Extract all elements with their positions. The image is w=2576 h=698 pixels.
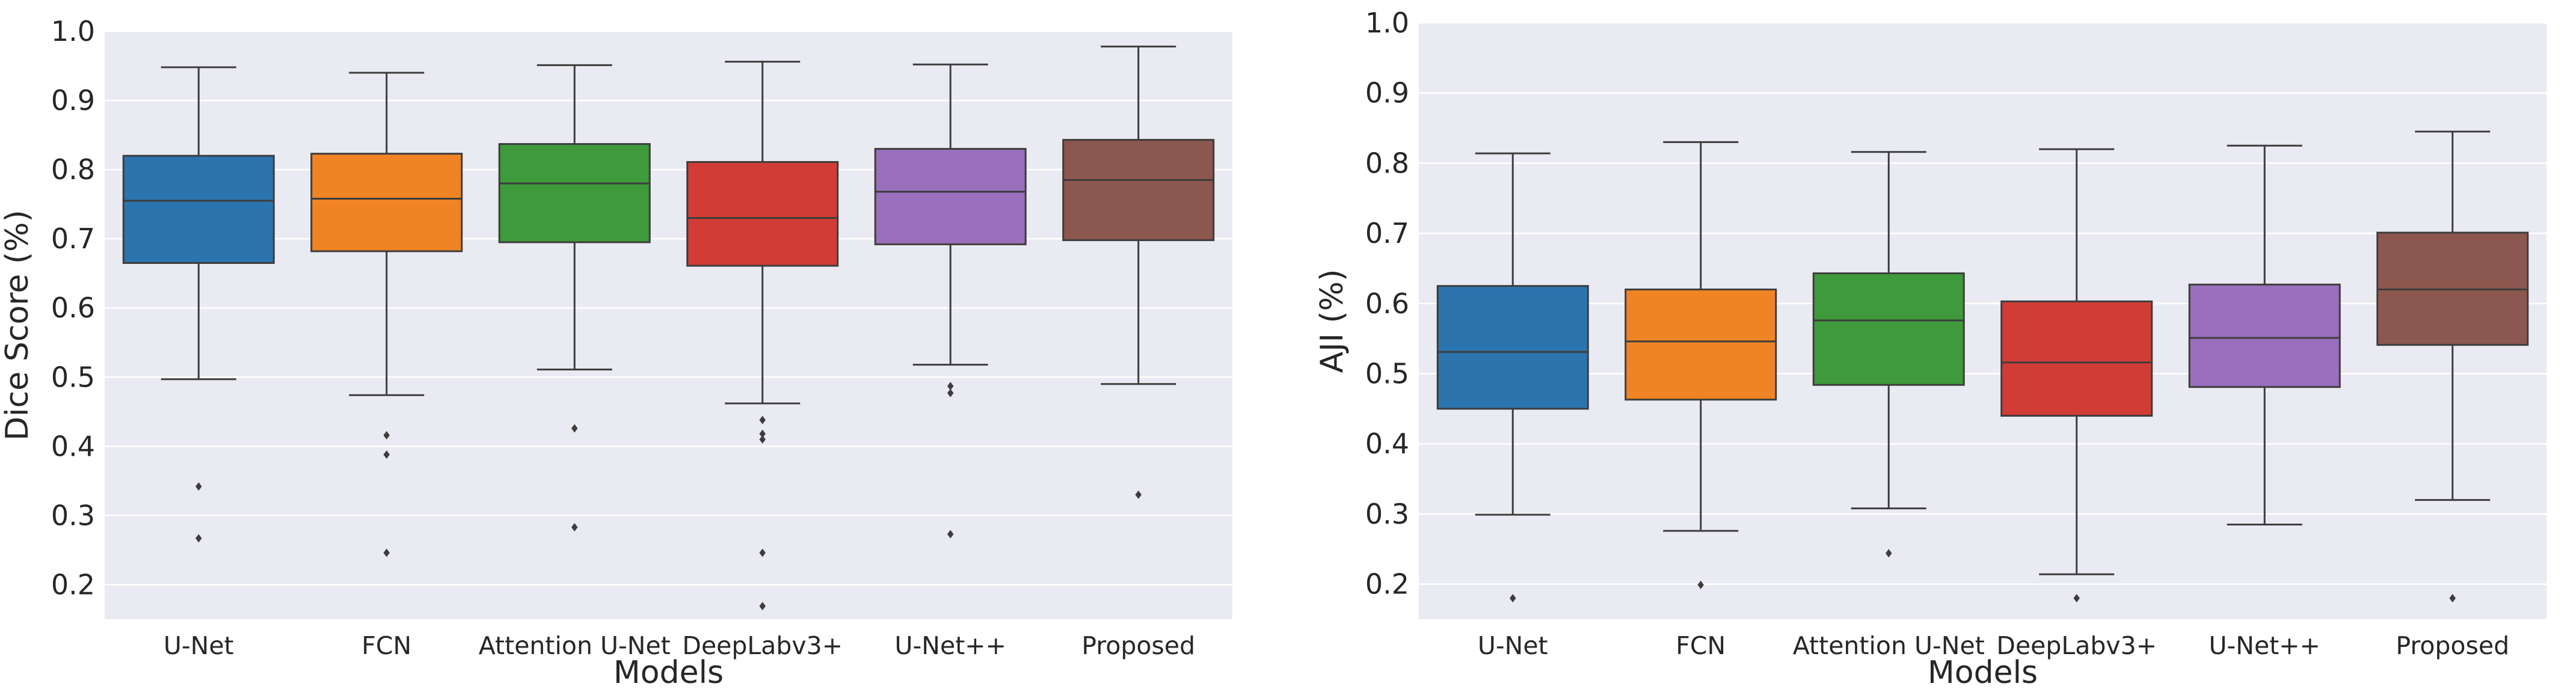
aji-box-5 <box>2188 144 2341 525</box>
outlier-point <box>195 482 202 491</box>
iqr-box <box>2000 300 2153 417</box>
dice-xtick-label: U-Net <box>164 631 234 660</box>
iqr-box <box>498 143 651 243</box>
outlier-point <box>1510 593 1516 602</box>
aji-chart: 1.0 0.9 0.8 0.7 0.6 0.5 0.4 0.3 0.2 U-Net FCN Atten… <box>1314 7 2547 691</box>
aji-box-6 <box>2376 130 2529 602</box>
iqr-box <box>1812 272 1965 386</box>
aji-ytick-label: 0.3 <box>1365 498 1409 530</box>
iqr-box <box>1062 139 1215 241</box>
aji-ytick-label: 0.8 <box>1365 147 1409 179</box>
dice-ytick-label: 0.6 <box>51 292 95 324</box>
aji-xtick-label: FCN <box>1676 631 1726 660</box>
iqr-box <box>310 153 463 253</box>
dice-xtick-label: DeepLabv3+ <box>682 631 843 660</box>
outlier-point <box>759 602 766 611</box>
outlier-point <box>947 382 954 391</box>
aji-xtick-label: DeepLabv3+ <box>1996 631 2157 660</box>
dice-xtick-label: FCN <box>361 631 411 660</box>
dice-ytick-label: 0.3 <box>51 499 95 531</box>
outlier-point <box>1886 549 1892 558</box>
aji-box-2 <box>1625 141 1777 589</box>
outlier-point <box>759 415 766 424</box>
dice-box-1 <box>122 66 275 543</box>
iqr-box <box>1625 288 1777 401</box>
outlier-point <box>759 548 766 557</box>
dice-xtick-label: Proposed <box>1081 631 1195 660</box>
iqr-box <box>122 155 275 264</box>
aji-ytick-label: 1.0 <box>1365 7 1409 39</box>
outlier-point <box>947 530 954 539</box>
dice-x-axis-label: Models <box>613 655 724 691</box>
aji-ytick-label: 0.9 <box>1365 77 1409 109</box>
dice-ytick-label: 0.4 <box>51 430 95 462</box>
aji-y-axis-label: AJI (%) <box>1314 269 1350 373</box>
dice-ytick-label: 0.5 <box>51 361 95 393</box>
outlier-point <box>1135 490 1142 499</box>
aji-box-3 <box>1812 151 1965 558</box>
outlier-point <box>947 388 954 397</box>
iqr-box <box>2188 283 2341 388</box>
dice-ytick-label: 0.9 <box>51 84 95 117</box>
outlier-point <box>195 534 202 543</box>
aji-ytick-label: 0.4 <box>1365 427 1409 460</box>
aji-box-1 <box>1436 152 1589 602</box>
dice-ytick-label: 1.0 <box>51 15 95 47</box>
aji-plot-area <box>1419 23 2547 619</box>
aji-ytick-label: 0.5 <box>1365 358 1409 390</box>
dice-box-6 <box>1062 45 1215 499</box>
dice-y-axis-label: Dice Score (%) <box>0 210 35 441</box>
aji-box-4 <box>2000 148 2153 602</box>
dice-xtick-label: U-Net++ <box>895 631 1006 660</box>
outlier-point <box>383 450 390 459</box>
iqr-box <box>874 148 1027 245</box>
aji-ytick-label: 0.6 <box>1365 287 1409 320</box>
dice-xtick-label: Attention U-Net <box>479 631 671 660</box>
aji-x-axis-label: Models <box>1928 655 2038 691</box>
dice-box-4 <box>686 61 839 611</box>
dice-chart: 1.0 0.9 0.8 0.7 0.6 0.5 0.4 0.3 0.2 U-Net FCN Atten… <box>0 15 1232 691</box>
aji-xtick-label: U-Net <box>1478 631 1548 660</box>
outlier-point <box>383 548 390 557</box>
outlier-point <box>759 429 766 438</box>
dice-ytick-label: 0.8 <box>51 153 95 186</box>
outlier-point <box>2073 593 2080 602</box>
aji-ytick-label: 0.7 <box>1365 217 1409 250</box>
dice-ytick-label: 0.2 <box>51 568 95 601</box>
outlier-point <box>2449 593 2456 602</box>
dice-ytick-label: 0.7 <box>51 222 95 255</box>
outlier-point <box>1697 580 1704 589</box>
iqr-box <box>1436 285 1589 410</box>
aji-ytick-label: 0.2 <box>1365 568 1409 601</box>
outlier-point <box>383 430 390 439</box>
aji-xtick-label: Attention U-Net <box>1793 631 1985 660</box>
dice-box-2 <box>310 72 463 557</box>
dice-box-5 <box>874 63 1027 539</box>
aji-xtick-label: Proposed <box>2396 631 2509 660</box>
outlier-point <box>571 522 578 531</box>
outlier-point <box>759 435 766 444</box>
dice-box-3 <box>498 64 651 531</box>
outlier-point <box>571 424 578 433</box>
dice-plot-area <box>105 31 1232 619</box>
iqr-box <box>686 161 839 267</box>
aji-xtick-label: U-Net++ <box>2209 631 2320 660</box>
